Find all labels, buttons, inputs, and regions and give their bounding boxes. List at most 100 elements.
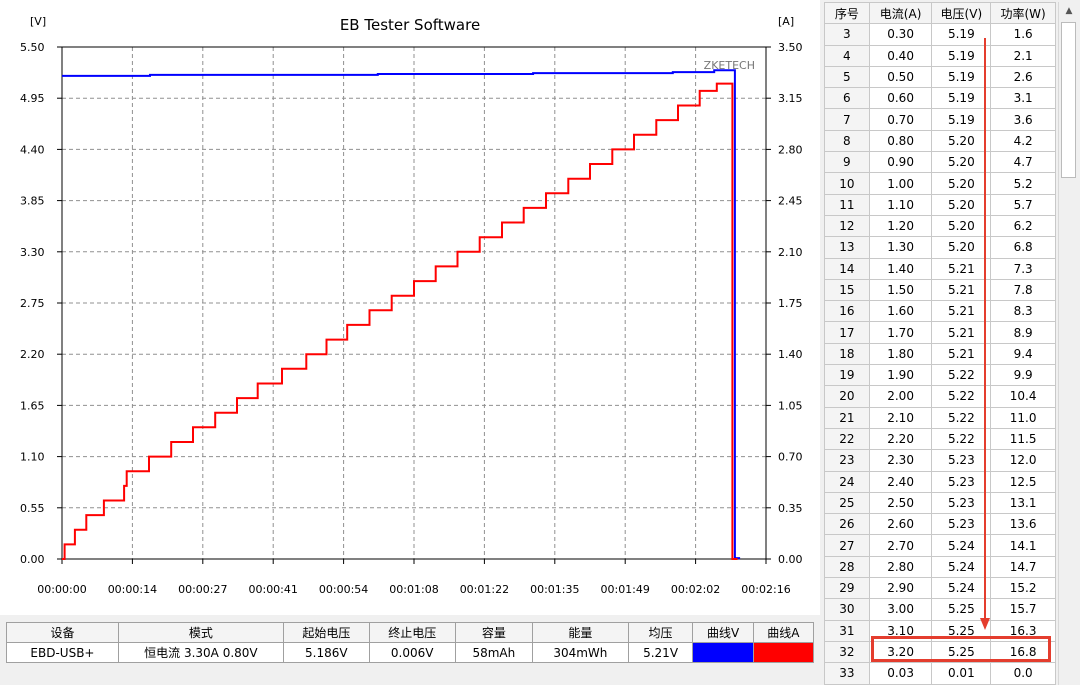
table-cell: 10.4	[990, 385, 1056, 408]
x-tick-label: 00:00:14	[108, 583, 157, 596]
x-tick-label: 00:00:54	[319, 583, 368, 596]
table-cell: 7.8	[990, 278, 1056, 302]
table-cell: 17	[824, 321, 870, 344]
y-left-tick-label: 5.50	[20, 41, 45, 54]
table-cell: 5.21	[931, 300, 992, 323]
x-tick-label: 00:02:16	[741, 583, 790, 596]
data-table-header-cell: 电流(A)	[868, 2, 933, 25]
table-cell: 5.21	[931, 257, 992, 280]
table-row[interactable]: 22 2.20 5.22 11.5	[824, 427, 1056, 451]
table-row[interactable]: 11 1.10 5.20 5.7	[824, 193, 1056, 216]
table-cell: 1.00	[868, 172, 933, 195]
table-cell: 2.40	[868, 470, 933, 493]
table-cell: 5.22	[931, 427, 992, 451]
table-row[interactable]: 30 3.00 5.25 15.7	[824, 598, 1056, 621]
curve-a-color-swatch[interactable]	[752, 642, 815, 663]
table-cell: 18	[824, 342, 870, 366]
table-cell: 0.60	[868, 87, 933, 110]
table-cell: 30	[824, 598, 870, 621]
table-cell: 9	[824, 151, 870, 174]
table-cell: 0.03	[868, 662, 933, 685]
table-row[interactable]: 12 1.20 5.20 6.2	[824, 214, 1056, 238]
table-cell: 3.00	[868, 598, 933, 621]
table-cell: 5.22	[931, 385, 992, 408]
table-row[interactable]: 10 1.00 5.20 5.2	[824, 172, 1056, 195]
table-cell: 8.9	[990, 321, 1056, 344]
y-left-tick-labels: 5.50 4.95 4.40 3.85 3.30 2.75 2.20 1.65 1.10 0.55…	[20, 41, 45, 566]
table-row[interactable]: 29 2.90 5.24 15.2	[824, 577, 1056, 600]
table-cell: 28	[824, 555, 870, 579]
table-cell: 3.10	[868, 619, 933, 642]
table-row[interactable]: 13 1.30 5.20 6.8	[824, 236, 1056, 259]
table-row[interactable]: 14 1.40 5.21 7.3	[824, 257, 1056, 280]
table-cell: 2.70	[868, 534, 933, 557]
table-row[interactable]: 27 2.70 5.24 14.1	[824, 534, 1056, 557]
table-cell: 33	[824, 662, 870, 685]
table-row[interactable]: 32 3.20 5.25 16.8	[824, 640, 1056, 664]
table-row[interactable]: 9 0.90 5.20 4.7	[824, 151, 1056, 174]
triangle-up-icon[interactable]: ▲	[1065, 6, 1073, 16]
table-row[interactable]: 24 2.40 5.23 12.5	[824, 470, 1056, 493]
table-row[interactable]: 3 0.30 5.19 1.6	[824, 23, 1056, 46]
table-row[interactable]: 33 0.03 0.01 0.0	[824, 662, 1056, 685]
table-cell: 1.70	[868, 321, 933, 344]
table-cell: 16.8	[990, 640, 1056, 664]
curve-v-color-swatch[interactable]	[692, 642, 754, 663]
y-right-tick-label: 0.00	[778, 553, 803, 566]
table-row[interactable]: 7 0.70 5.19 3.6	[824, 108, 1056, 131]
table-row[interactable]: 16 1.60 5.21 8.3	[824, 300, 1056, 323]
table-cell: 16	[824, 300, 870, 323]
table-cell: 5.22	[931, 364, 992, 387]
y-left-tick-label: 0.00	[20, 553, 45, 566]
data-table-header-cell: 电压(V)	[931, 2, 992, 25]
table-cell: 12.5	[990, 470, 1056, 493]
y-left-tick-label: 0.55	[20, 502, 45, 515]
table-row[interactable]: 31 3.10 5.25 16.3	[824, 619, 1056, 642]
table-cell: 5.25	[931, 619, 992, 642]
table-row[interactable]: 23 2.30 5.23 12.0	[824, 449, 1056, 472]
table-cell: 0.70	[868, 108, 933, 131]
chart-series	[62, 69, 741, 560]
scrollbar-thumb[interactable]	[1061, 22, 1076, 178]
table-row[interactable]: 28 2.80 5.24 14.7	[824, 555, 1056, 579]
table-cell: 1.80	[868, 342, 933, 366]
table-cell: 4.2	[990, 129, 1056, 153]
table-cell: 5.20	[931, 151, 992, 174]
table-row[interactable]: 21 2.10 5.22 11.0	[824, 406, 1056, 429]
table-row[interactable]: 17 1.70 5.21 8.9	[824, 321, 1056, 344]
vertical-scrollbar[interactable]: ▲	[1058, 2, 1079, 685]
zketech-watermark: ZKETECH	[704, 59, 755, 72]
table-row[interactable]: 15 1.50 5.21 7.8	[824, 278, 1056, 302]
table-cell: 13.6	[990, 513, 1056, 536]
table-row[interactable]: 26 2.60 5.23 13.6	[824, 513, 1056, 536]
table-cell: 2.80	[868, 555, 933, 579]
table-cell: 2.10	[868, 406, 933, 429]
table-row[interactable]: 25 2.50 5.23 13.1	[824, 491, 1056, 515]
chart-title: EB Tester Software	[340, 16, 480, 34]
info-table-header-cell: 模式	[117, 622, 284, 643]
table-cell: 5.24	[931, 534, 992, 557]
table-cell: 5.21	[931, 278, 992, 302]
table-cell: 1.40	[868, 257, 933, 280]
table-row[interactable]: 4 0.40 5.19 2.1	[824, 44, 1056, 67]
table-row[interactable]: 5 0.50 5.19 2.6	[824, 65, 1056, 89]
y-right-tick-labels: 3.50 3.15 2.80 2.45 2.10 1.75 1.40 1.05 0.70 0.35…	[778, 41, 803, 566]
table-row[interactable]: 19 1.90 5.22 9.9	[824, 364, 1056, 387]
table-cell: 19	[824, 364, 870, 387]
y-left-tick-label: 4.95	[20, 92, 45, 105]
table-row[interactable]: 18 1.80 5.21 9.4	[824, 342, 1056, 366]
table-cell: 10	[824, 172, 870, 195]
x-tick-label: 00:01:22	[460, 583, 509, 596]
table-cell: 1.10	[868, 193, 933, 216]
table-cell: 11	[824, 193, 870, 216]
chart-grid	[62, 47, 766, 559]
x-tick-label: 00:01:08	[389, 583, 438, 596]
energy-cell: 304mWh	[532, 642, 629, 663]
table-cell: 0.30	[868, 23, 933, 46]
table-row[interactable]: 6 0.60 5.19 3.1	[824, 87, 1056, 110]
table-cell: 5.24	[931, 577, 992, 600]
table-row[interactable]: 20 2.00 5.22 10.4	[824, 385, 1056, 408]
y-right-tick-label: 1.05	[778, 399, 803, 412]
table-row[interactable]: 8 0.80 5.20 4.2	[824, 129, 1056, 153]
table-cell: 5.20	[931, 214, 992, 238]
